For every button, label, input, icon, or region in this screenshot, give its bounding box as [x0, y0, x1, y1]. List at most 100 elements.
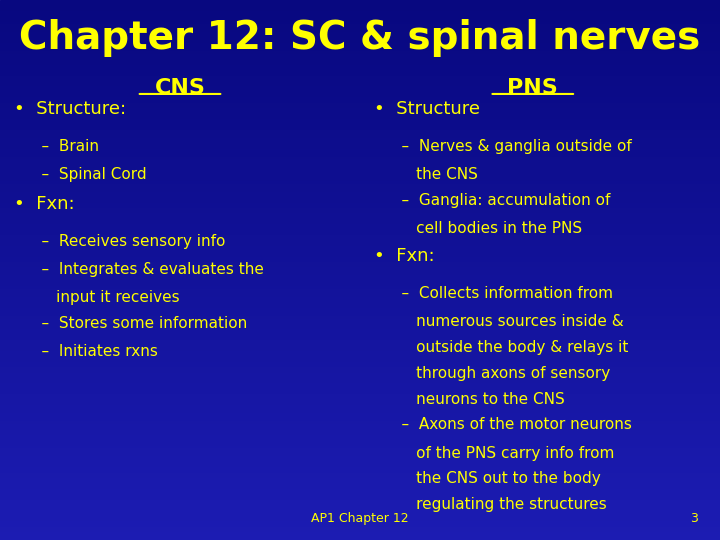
Bar — [0, 435, 720, 437]
Bar — [0, 176, 720, 178]
Bar — [0, 427, 720, 429]
Bar — [0, 373, 720, 375]
Bar — [0, 338, 720, 340]
Bar — [0, 297, 720, 300]
Text: regulating the structures: regulating the structures — [382, 497, 606, 512]
Bar — [0, 127, 720, 130]
Bar — [0, 462, 720, 464]
Bar — [0, 308, 720, 310]
Bar — [0, 305, 720, 308]
Bar — [0, 478, 720, 481]
Bar — [0, 208, 720, 211]
Bar — [0, 505, 720, 508]
Bar — [0, 389, 720, 392]
Bar — [0, 30, 720, 32]
Bar — [0, 35, 720, 38]
Bar — [0, 364, 720, 367]
Bar — [0, 22, 720, 24]
Bar — [0, 367, 720, 370]
Bar — [0, 489, 720, 491]
Bar — [0, 138, 720, 140]
Bar — [0, 194, 720, 197]
Bar — [0, 451, 720, 454]
Bar — [0, 392, 720, 394]
Bar — [0, 416, 720, 418]
Bar — [0, 148, 720, 151]
Bar — [0, 467, 720, 470]
Bar — [0, 529, 720, 532]
Bar — [0, 359, 720, 362]
Bar — [0, 92, 720, 94]
Bar — [0, 294, 720, 297]
Bar — [0, 124, 720, 127]
Bar — [0, 302, 720, 305]
Bar — [0, 410, 720, 413]
Bar — [0, 470, 720, 472]
Bar — [0, 246, 720, 248]
Bar — [0, 70, 720, 73]
Bar — [0, 332, 720, 335]
Bar — [0, 483, 720, 486]
Bar — [0, 89, 720, 92]
Text: PNS: PNS — [508, 78, 558, 98]
Bar — [0, 432, 720, 435]
Bar — [0, 267, 720, 270]
Bar — [0, 472, 720, 475]
Bar — [0, 43, 720, 46]
Bar — [0, 386, 720, 389]
Bar — [0, 335, 720, 338]
Bar — [0, 324, 720, 327]
Bar — [0, 243, 720, 246]
Text: cell bodies in the PNS: cell bodies in the PNS — [382, 221, 582, 236]
Bar — [0, 270, 720, 273]
Bar — [0, 319, 720, 321]
Bar — [0, 405, 720, 408]
Text: –  Initiates rxns: – Initiates rxns — [22, 344, 158, 359]
Bar — [0, 186, 720, 189]
Bar — [0, 227, 720, 229]
Bar — [0, 508, 720, 510]
Bar — [0, 86, 720, 89]
Bar — [0, 532, 720, 535]
Bar — [0, 400, 720, 402]
Bar — [0, 14, 720, 16]
Bar — [0, 526, 720, 529]
Bar — [0, 140, 720, 143]
Bar — [0, 375, 720, 378]
Bar — [0, 11, 720, 14]
Text: input it receives: input it receives — [22, 290, 179, 305]
Bar — [0, 286, 720, 289]
Bar — [0, 362, 720, 364]
Bar — [0, 346, 720, 348]
Bar — [0, 516, 720, 518]
Bar — [0, 154, 720, 157]
Bar — [0, 113, 720, 116]
Text: –  Axons of the motor neurons: – Axons of the motor neurons — [382, 417, 631, 433]
Bar — [0, 65, 720, 68]
Bar — [0, 51, 720, 54]
Bar — [0, 213, 720, 216]
Text: •  Structure: • Structure — [374, 100, 480, 118]
Bar — [0, 464, 720, 467]
Bar — [0, 518, 720, 521]
Bar — [0, 370, 720, 373]
Bar — [0, 165, 720, 167]
Bar — [0, 383, 720, 386]
Bar — [0, 57, 720, 59]
Text: •  Fxn:: • Fxn: — [14, 195, 75, 213]
Text: –  Nerves & ganglia outside of: – Nerves & ganglia outside of — [382, 139, 631, 154]
Bar — [0, 135, 720, 138]
Bar — [0, 475, 720, 478]
Bar — [0, 157, 720, 159]
Bar — [0, 62, 720, 65]
Text: –  Integrates & evaluates the: – Integrates & evaluates the — [22, 262, 264, 277]
Bar — [0, 32, 720, 35]
Bar — [0, 408, 720, 410]
Bar — [0, 351, 720, 354]
Bar — [0, 300, 720, 302]
Bar — [0, 219, 720, 221]
Bar — [0, 524, 720, 526]
Bar — [0, 481, 720, 483]
Bar — [0, 97, 720, 100]
Bar — [0, 459, 720, 462]
